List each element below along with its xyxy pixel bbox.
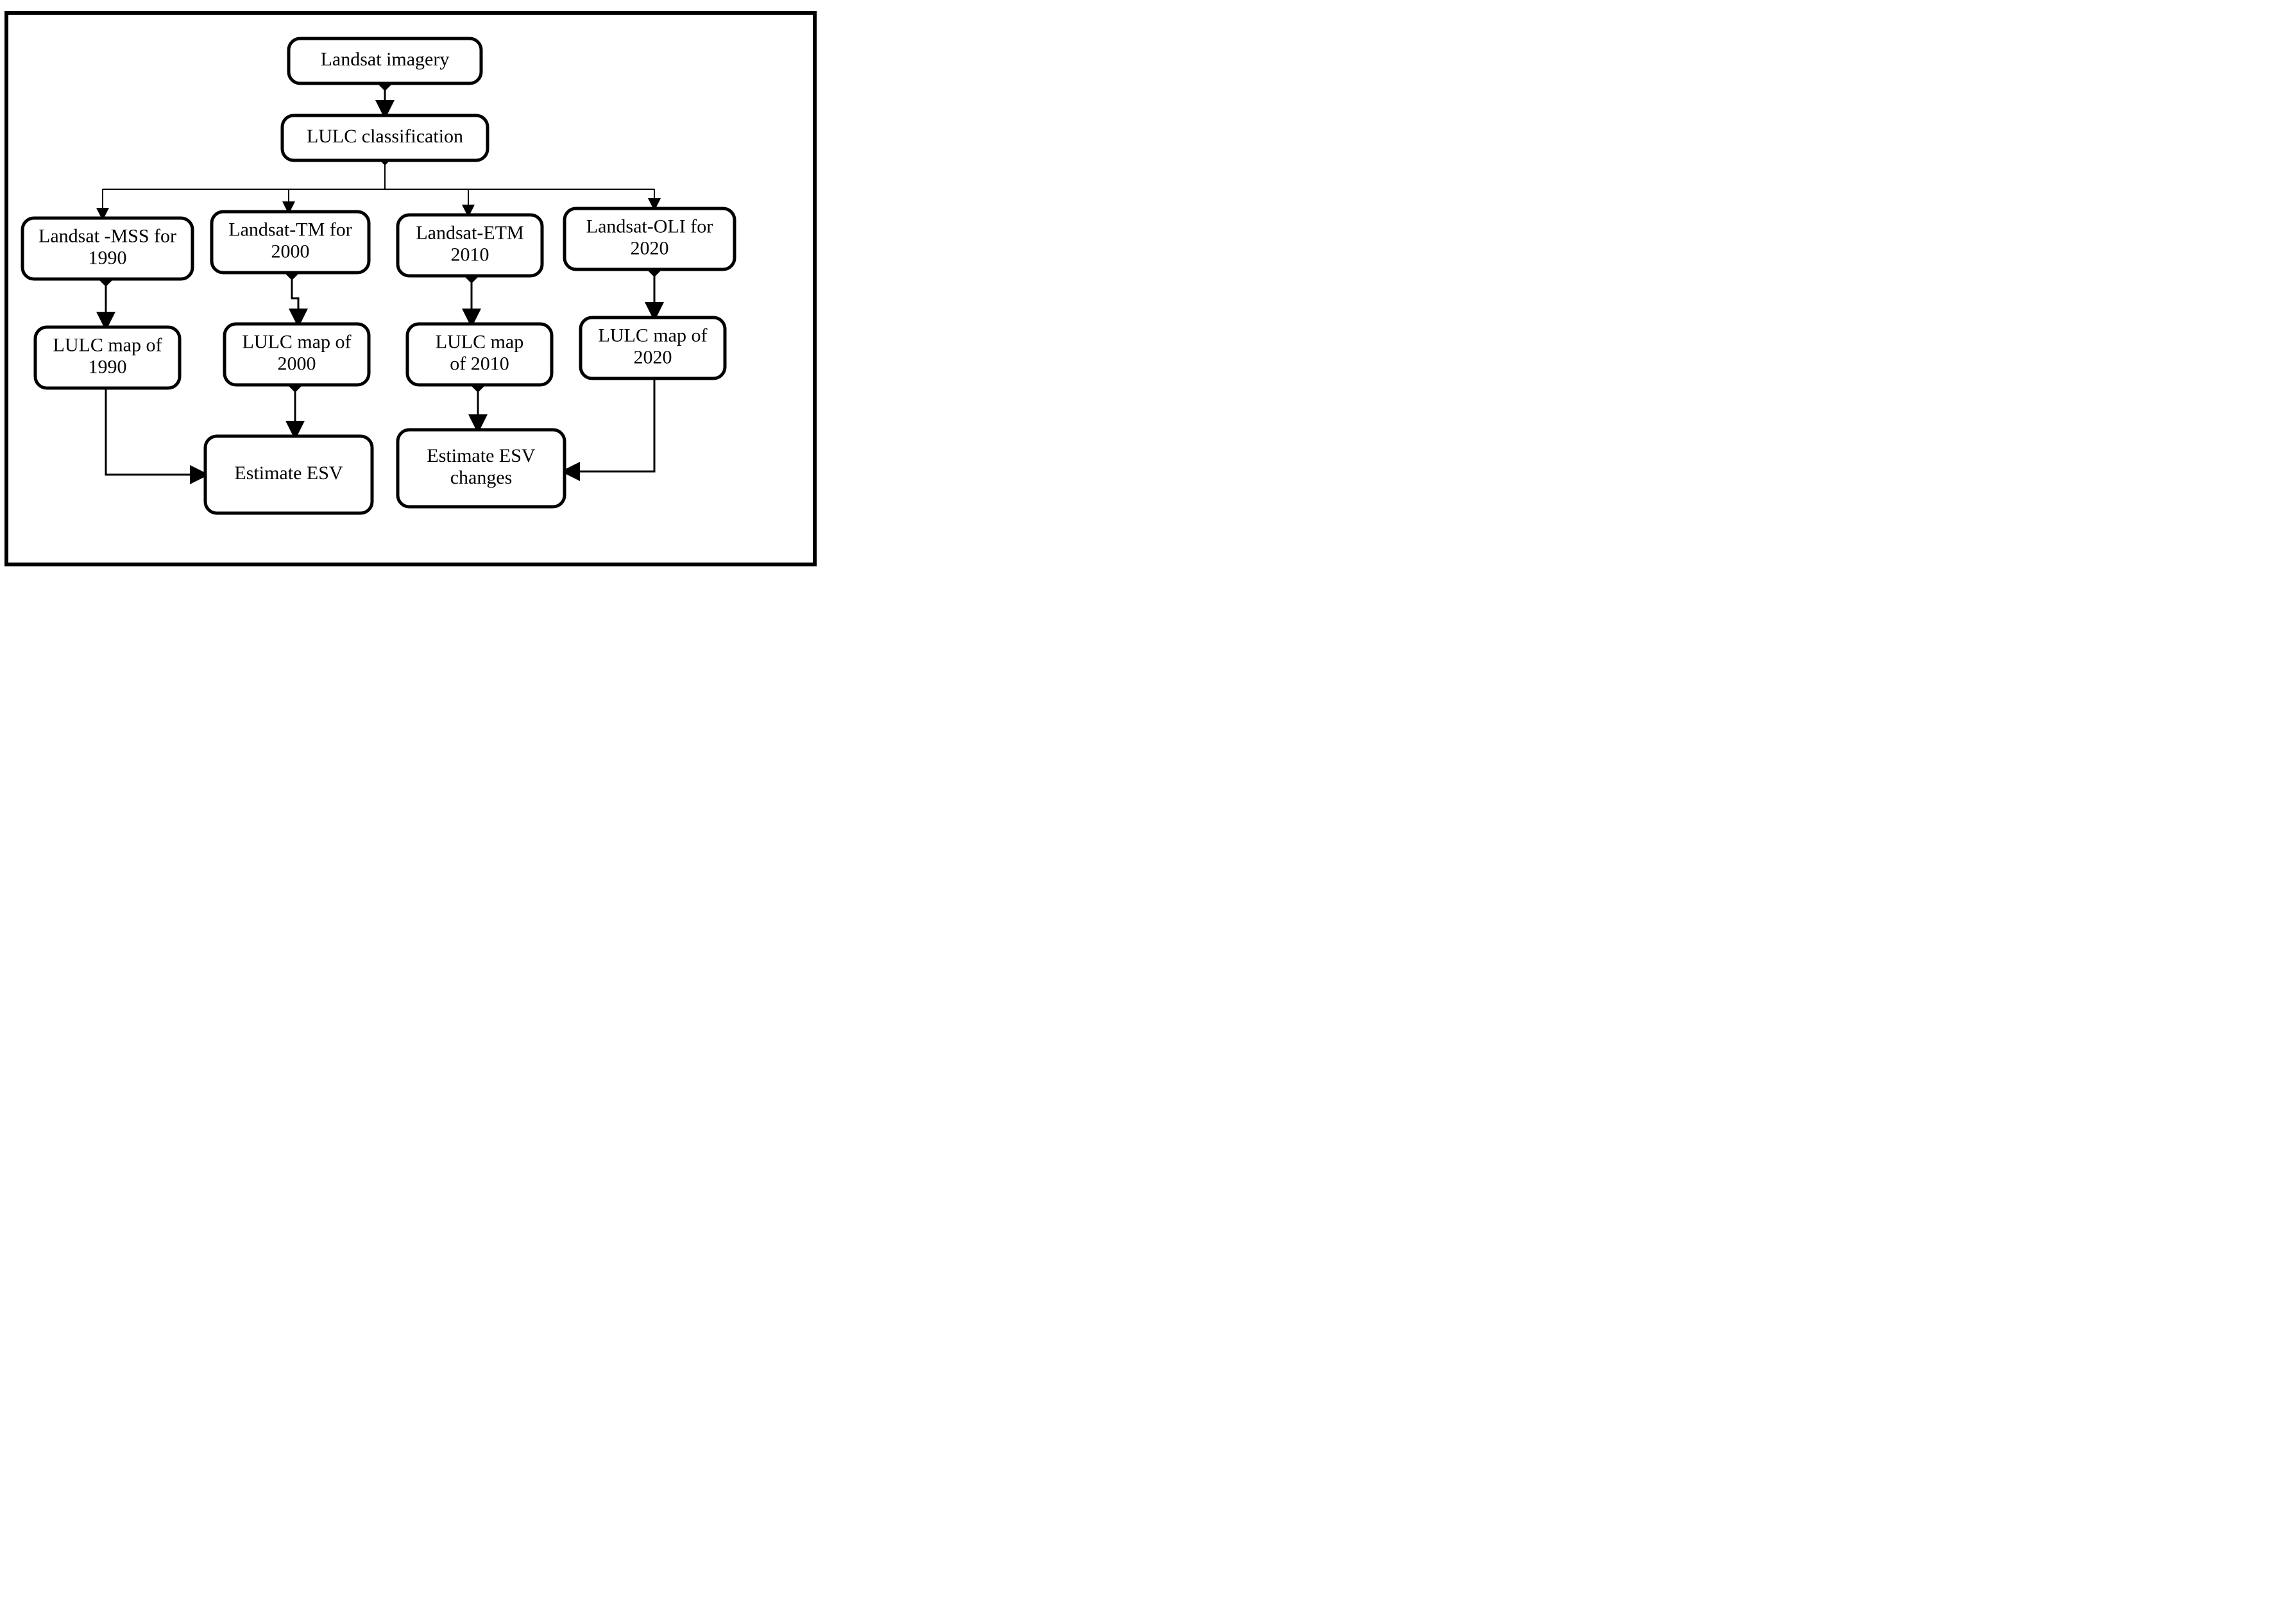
node-oli: Landsat-OLI for2020 xyxy=(565,208,735,269)
node-label: 2020 xyxy=(634,346,672,368)
node-label: Landsat-TM for xyxy=(228,219,352,240)
edge-elbow xyxy=(565,378,654,471)
node-label: 2010 xyxy=(451,244,489,265)
node-label: LULC map of xyxy=(242,331,352,352)
node-label: LULC map xyxy=(436,331,523,352)
node-esv: Estimate ESV xyxy=(205,436,372,513)
edge-connector xyxy=(292,273,298,324)
node-map2010: LULC mapof 2010 xyxy=(407,324,552,385)
node-label: LULC classification xyxy=(307,126,463,147)
node-label: LULC map of xyxy=(53,334,162,355)
node-label: LULC map of xyxy=(599,325,708,346)
node-esvchg: Estimate ESVchanges xyxy=(398,430,565,507)
node-label: Landsat imagery xyxy=(321,49,450,70)
node-mss: Landsat -MSS for1990 xyxy=(22,218,192,279)
edge-elbow xyxy=(106,388,205,475)
node-label: Landsat -MSS for xyxy=(38,225,176,246)
node-label: Landsat-ETM xyxy=(416,222,523,243)
node-map1990: LULC map of1990 xyxy=(35,327,180,388)
node-label: 2000 xyxy=(278,353,316,374)
node-label: of 2010 xyxy=(450,353,509,374)
node-label: 1990 xyxy=(89,356,127,377)
node-label: 2000 xyxy=(271,241,310,262)
node-tm: Landsat-TM for2000 xyxy=(212,212,369,273)
node-class: LULC classification xyxy=(282,115,488,160)
node-etm: Landsat-ETM2010 xyxy=(398,215,542,276)
node-map2000: LULC map of2000 xyxy=(225,324,369,385)
node-label: Estimate ESV xyxy=(427,445,535,466)
node-label: 1990 xyxy=(89,247,127,268)
node-label: changes xyxy=(450,467,513,488)
node-label: Estimate ESV xyxy=(234,462,343,484)
node-map2020: LULC map of2020 xyxy=(581,318,725,378)
node-label: 2020 xyxy=(631,237,669,258)
node-imagery: Landsat imagery xyxy=(289,38,481,83)
flowchart-canvas: Landsat imagery LULC classification Landsa… xyxy=(0,0,821,577)
node-label: Landsat-OLI for xyxy=(586,216,713,237)
